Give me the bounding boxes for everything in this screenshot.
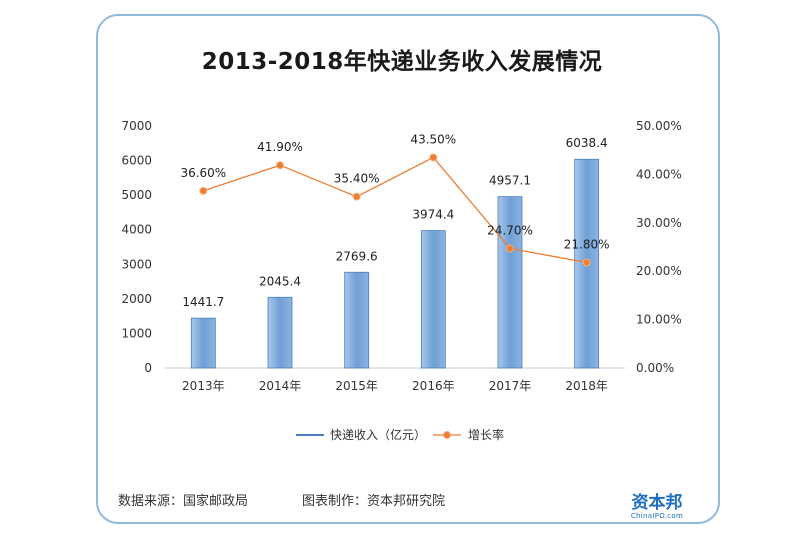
y-left-tick-label: 6000 <box>121 154 152 168</box>
bar <box>344 271 370 369</box>
y-right-tick-label: 0.00% <box>636 361 674 375</box>
line-data-label: 41.90% <box>257 140 303 154</box>
x-tick-label: 2013年 <box>182 379 225 393</box>
line-data-label: 43.50% <box>410 132 456 146</box>
bar-data-label: 6038.4 <box>566 136 608 150</box>
legend-label-bar: 快递收入（亿元） <box>330 427 426 442</box>
y-left-tick-label: 0 <box>144 361 152 375</box>
bar <box>420 230 446 369</box>
y-right-tick-label: 30.00% <box>636 216 682 230</box>
y-left-tick-label: 5000 <box>121 188 152 202</box>
line-data-label: 35.40% <box>334 172 380 186</box>
bar <box>497 196 523 369</box>
line-data-label: 24.70% <box>487 223 533 237</box>
bar-data-label: 3974.4 <box>412 208 454 222</box>
y-left-tick-label: 7000 <box>121 119 152 133</box>
line-data-label: 21.80% <box>564 237 610 251</box>
line-point <box>276 161 284 170</box>
legend-label-line: 增长率 <box>468 427 504 442</box>
growth-rate-line <box>203 156 587 264</box>
bar-data-label: 2045.4 <box>259 274 301 288</box>
bar <box>267 296 293 369</box>
brand-logo: 资本邦 ChinaIPO.com <box>622 494 692 521</box>
x-tick-label: 2015年 <box>335 379 378 393</box>
x-tick-label: 2016年 <box>412 379 455 393</box>
x-tick-label: 2014年 <box>259 379 302 393</box>
bar-data-label: 2769.6 <box>336 249 378 263</box>
line-point <box>352 192 361 201</box>
legend-marker-line <box>443 431 451 439</box>
line-point <box>199 186 208 195</box>
y-right-tick-label: 10.00% <box>636 313 682 327</box>
y-right-tick-label: 20.00% <box>636 264 682 278</box>
chart-card <box>96 14 720 524</box>
line-point <box>429 153 438 162</box>
y-left-tick-label: 1000 <box>121 326 152 340</box>
y-left-tick-label: 4000 <box>121 223 152 237</box>
y-left-tick-label: 2000 <box>121 292 152 306</box>
data-source-note: 数据来源：国家邮政局 <box>118 494 249 509</box>
line-point <box>506 244 514 253</box>
line-point <box>582 258 591 267</box>
brand-name: 资本邦 <box>631 493 683 513</box>
x-tick-label: 2018年 <box>565 379 608 393</box>
x-tick-label: 2017年 <box>489 379 532 393</box>
chart-title: 2013-2018年快递业务收入发展情况 <box>201 49 603 75</box>
bar-data-label: 4957.1 <box>489 174 531 188</box>
y-right-tick-label: 40.00% <box>636 167 682 181</box>
chart-maker-note: 图表制作：资本邦研究院 <box>302 494 446 509</box>
line-data-label: 36.60% <box>180 166 226 180</box>
y-left-tick-label: 3000 <box>121 257 152 271</box>
bar-data-label: 1441.7 <box>182 295 224 309</box>
bar <box>190 317 216 369</box>
brand-subtitle: ChinaIPO.com <box>630 512 684 520</box>
y-right-tick-label: 50.00% <box>636 119 682 133</box>
